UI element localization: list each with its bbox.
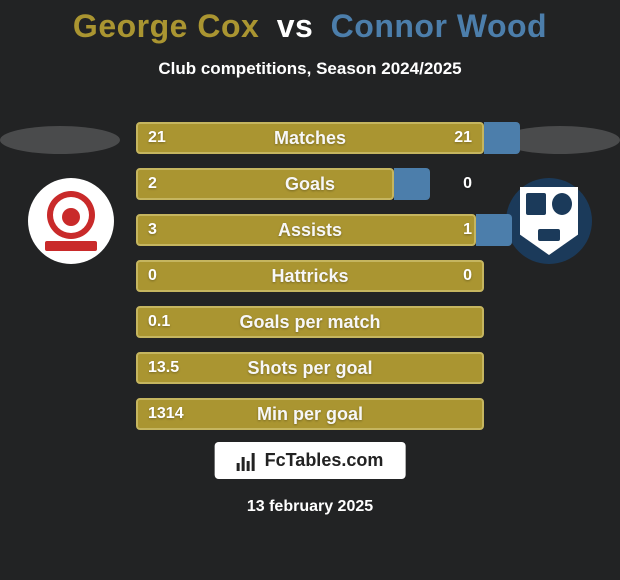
site-name: FcTables.com <box>265 450 384 471</box>
stat-bar-player1 <box>136 122 484 154</box>
stat-bar-player1 <box>136 214 476 246</box>
stat-bar-player1 <box>136 260 484 292</box>
tranmere-crest-icon <box>520 187 578 255</box>
stat-bar-player2 <box>394 168 430 200</box>
stat-row: Assists31 <box>136 214 484 246</box>
stat-bars: Matches2121 Goals20 Assists31 Hattricks00 Go… <box>136 122 484 444</box>
player1-name: George Cox <box>73 8 259 44</box>
stat-row: Goals per match0.1 <box>136 306 484 338</box>
shadow-ellipse-left <box>0 126 120 154</box>
stat-bar-player1 <box>136 352 484 384</box>
comparison-title: George Cox vs Connor Wood <box>0 0 620 45</box>
subtitle: Club competitions, Season 2024/2025 <box>0 59 620 79</box>
stat-bar-player1 <box>136 306 484 338</box>
club-badge-right <box>506 178 592 264</box>
stat-row: Hattricks00 <box>136 260 484 292</box>
stat-value-right: 0 <box>463 168 472 200</box>
footer-date: 13 february 2025 <box>0 498 620 516</box>
stat-bar-player2 <box>476 214 512 246</box>
player2-name: Connor Wood <box>331 8 547 44</box>
stat-row: Matches2121 <box>136 122 484 154</box>
stat-row: Min per goal1314 <box>136 398 484 430</box>
site-badge: FcTables.com <box>215 442 406 479</box>
stat-row: Shots per goal13.5 <box>136 352 484 384</box>
stat-bar-player1 <box>136 168 394 200</box>
club-badge-left <box>28 178 114 264</box>
fctables-logo-icon <box>237 451 259 471</box>
stat-row: Goals20 <box>136 168 484 200</box>
stat-bar-player2 <box>484 122 520 154</box>
vs-text: vs <box>277 8 314 44</box>
swindon-crest-icon <box>39 185 103 257</box>
stat-bar-player1 <box>136 398 484 430</box>
